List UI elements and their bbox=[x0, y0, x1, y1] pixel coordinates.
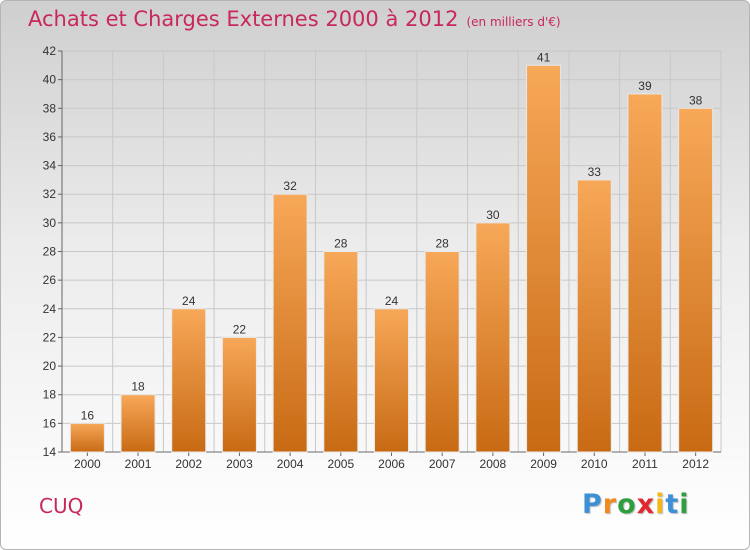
y-tick-label: 28 bbox=[43, 245, 57, 259]
logo-letter: i bbox=[679, 489, 690, 520]
value-label-2002: 24 bbox=[182, 294, 196, 308]
y-tick-label: 26 bbox=[43, 273, 57, 287]
value-label-2004: 32 bbox=[283, 179, 297, 193]
bar-2009 bbox=[526, 64, 562, 453]
y-tick-label: 40 bbox=[43, 73, 57, 87]
chart-title: Achats et Charges Externes 2000 à 2012 (e… bbox=[28, 7, 561, 31]
x-tick-label-2012: 2012 bbox=[682, 457, 709, 471]
value-label-2012: 38 bbox=[689, 93, 703, 107]
bar-2001 bbox=[120, 394, 156, 453]
x-tick-label-2011: 2011 bbox=[632, 457, 658, 471]
value-label-2007: 28 bbox=[436, 237, 450, 251]
bar-2005 bbox=[323, 251, 359, 453]
logo-letter: P bbox=[582, 489, 603, 520]
y-tick-label: 16 bbox=[43, 416, 57, 430]
y-tick-label: 42 bbox=[43, 44, 57, 58]
x-tick-label-2008: 2008 bbox=[480, 457, 507, 471]
place-name: CUQ bbox=[39, 494, 84, 518]
bar-2012 bbox=[678, 107, 714, 453]
x-tick-label-2005: 2005 bbox=[327, 457, 354, 471]
bar-2000 bbox=[69, 422, 105, 453]
x-tick-label-2003: 2003 bbox=[226, 457, 253, 471]
y-tick-label: 38 bbox=[43, 101, 57, 115]
y-tick-label: 22 bbox=[43, 330, 57, 344]
x-tick-label-2001: 2001 bbox=[125, 457, 152, 471]
bar-2006 bbox=[374, 308, 409, 453]
logo-letter: r bbox=[602, 489, 618, 520]
value-label-2009: 41 bbox=[537, 50, 551, 64]
bar-2010 bbox=[576, 179, 612, 453]
y-tick-label: 36 bbox=[43, 130, 57, 144]
value-label-2010: 33 bbox=[588, 165, 602, 179]
logo-letter: o bbox=[617, 489, 637, 520]
value-label-2008: 30 bbox=[486, 208, 500, 222]
logo-letter: i bbox=[655, 489, 666, 520]
x-tick-label-2009: 2009 bbox=[530, 457, 557, 471]
value-label-2003: 22 bbox=[233, 322, 247, 336]
y-tick-label: 34 bbox=[43, 159, 57, 173]
y-tick-label: 14 bbox=[43, 445, 57, 459]
bar-2007 bbox=[424, 251, 460, 453]
axis-layer: 14 16 18 20 22 24 26 28 30 32 34 36 38 40 42 bbox=[43, 44, 721, 459]
y-tick-label: 30 bbox=[43, 216, 57, 230]
bar-2004 bbox=[272, 193, 308, 453]
x-tick-label-2000: 2000 bbox=[74, 457, 101, 471]
bar-2008 bbox=[475, 222, 511, 453]
value-label-2011: 39 bbox=[638, 79, 652, 93]
chart-subtitle: (en milliers d'€) bbox=[466, 15, 561, 29]
value-label-2006: 24 bbox=[385, 294, 399, 308]
bar-layer bbox=[69, 64, 714, 453]
label-layer: 2000 16 2001 18 2002 24 2003 22 2004 32 2005 28 2006… bbox=[74, 50, 709, 471]
x-tick-label-2006: 2006 bbox=[378, 457, 405, 471]
value-label-2000: 16 bbox=[81, 408, 95, 422]
bar-2011 bbox=[627, 93, 663, 453]
x-tick-label-2004: 2004 bbox=[277, 457, 304, 471]
y-tick-label: 20 bbox=[43, 359, 57, 373]
x-tick-label-2002: 2002 bbox=[175, 457, 202, 471]
value-label-2001: 18 bbox=[131, 380, 145, 394]
bar-2003 bbox=[221, 336, 257, 453]
y-tick-label: 18 bbox=[43, 388, 57, 402]
bar-2002 bbox=[171, 308, 207, 453]
value-label-2005: 28 bbox=[334, 237, 348, 251]
proxiti-logo: Proxiti bbox=[582, 489, 690, 520]
x-tick-label-2007: 2007 bbox=[429, 457, 456, 471]
y-tick-label: 24 bbox=[43, 302, 57, 316]
y-tick-label: 32 bbox=[43, 187, 57, 201]
title-text: Achats et Charges Externes 2000 à 2012 bbox=[28, 7, 459, 31]
x-tick-label-2010: 2010 bbox=[581, 457, 608, 471]
logo-letter: x bbox=[636, 489, 656, 520]
logo-letter: t bbox=[665, 489, 680, 520]
